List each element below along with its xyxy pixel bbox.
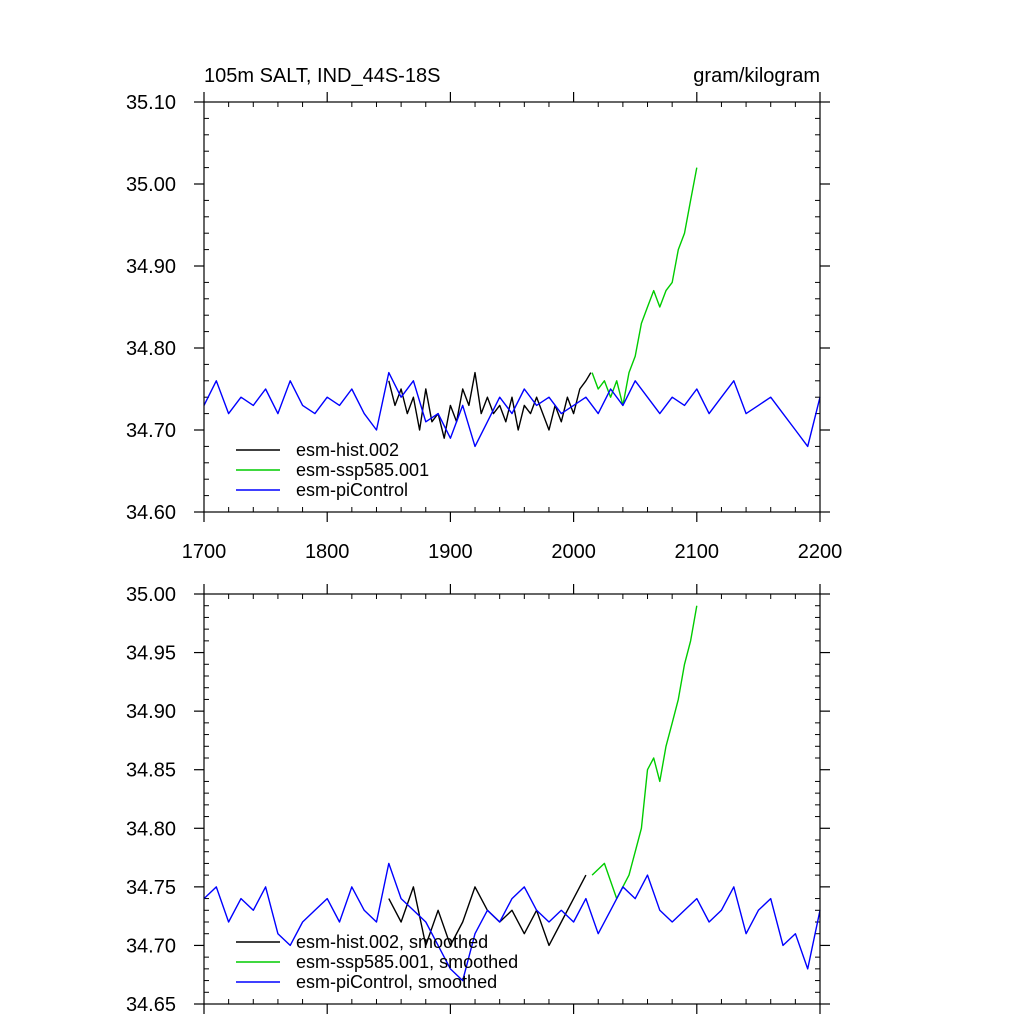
- legend-label: esm-piControl: [296, 480, 408, 500]
- legend-label: esm-ssp585.001: [296, 460, 429, 480]
- y-tick-label: 34.90: [126, 701, 176, 723]
- y-tick-label: 34.90: [126, 256, 176, 278]
- y-tick-label: 34.60: [126, 502, 176, 524]
- series-line-esm-ssp585-001-smoothed: [591, 605, 698, 900]
- legend-label: esm-hist.002: [296, 440, 399, 460]
- y-tick-label: 34.70: [126, 420, 176, 442]
- units-label: gram/kilogram: [693, 65, 820, 87]
- legend-label: esm-piControl, smoothed: [296, 972, 497, 992]
- chart-title: 105m SALT, IND_44S-18S: [204, 65, 440, 87]
- plot-frame: [203, 593, 821, 1005]
- top-panel: 105m SALT, IND_44S-18S gram/kilogram 34.…: [126, 65, 842, 563]
- y-tick-label: 34.65: [126, 994, 176, 1016]
- series-line-esm-hist-002: [388, 371, 592, 439]
- x-tick-label: 1800: [305, 541, 350, 563]
- y-tick-label: 34.80: [126, 818, 176, 840]
- x-tick-label: 2200: [798, 541, 843, 563]
- y-tick-label: 34.70: [126, 935, 176, 957]
- series-line-esm-picontrol-smoothed: [203, 862, 821, 982]
- bottom-panel: 34.65 34.70 34.75 34.80 34.85 34.90 34.95 35.00…: [126, 584, 830, 1016]
- x-tick-label: 2100: [675, 541, 720, 563]
- y-tick-label: 34.80: [126, 338, 176, 360]
- y-tick-label: 35.00: [126, 584, 176, 606]
- y-tick-label: 34.85: [126, 760, 176, 782]
- y-tick-label: 34.95: [126, 643, 176, 665]
- x-tick-label: 1700: [182, 541, 227, 563]
- y-tick-label: 35.00: [126, 174, 176, 196]
- x-tick-label: 1900: [428, 541, 473, 563]
- legend-label: esm-hist.002, smoothed: [296, 932, 488, 952]
- series-line-esm-ssp585-001: [591, 167, 698, 407]
- y-tick-label: 35.10: [126, 92, 176, 114]
- legend-label: esm-ssp585.001, smoothed: [296, 952, 518, 972]
- series-line-esm-picontrol: [203, 371, 821, 448]
- y-tick-label: 34.75: [126, 877, 176, 899]
- plot-frame: [203, 101, 821, 513]
- x-tick-label: 2000: [551, 541, 596, 563]
